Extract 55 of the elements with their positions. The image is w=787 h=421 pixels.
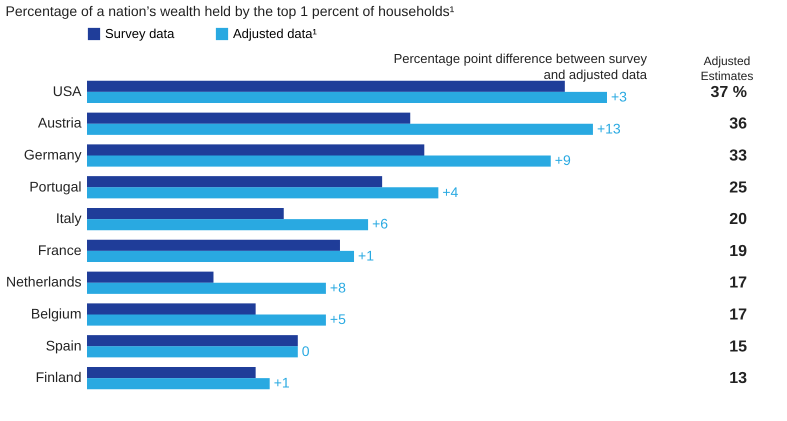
bar [87, 156, 551, 167]
y-tick-label: Portugal [29, 178, 82, 194]
annotation: +13 [596, 120, 621, 136]
annotation: Percentage point difference between survey and adjusted data [394, 51, 648, 82]
text: Adjusted Estimates [700, 54, 754, 83]
annotation: +1 [358, 247, 374, 264]
y-tick-label: Germany [24, 146, 82, 162]
bar [87, 144, 424, 156]
legend-label: Adjusted data¹ [233, 26, 318, 41]
annotation: +1 [274, 374, 290, 391]
bar [87, 303, 256, 314]
data-label: 20 [729, 211, 748, 228]
annotation: +3 [611, 88, 628, 104]
y-tick-label: Netherlands [6, 274, 82, 290]
bar [87, 187, 438, 198]
y-tick-label: Austria [38, 114, 82, 131]
y-tick-label: USA [52, 82, 82, 99]
annotation: +5 [330, 311, 346, 328]
y-tick-label: France [38, 242, 82, 258]
data-label: 36 [729, 116, 748, 133]
bar [87, 208, 284, 220]
annotation: +6 [372, 216, 388, 232]
bar [87, 314, 326, 326]
annotation: +8 [330, 279, 346, 296]
bar [87, 80, 565, 92]
y-tick-label: Italy [56, 210, 82, 226]
data-label: 17 [729, 274, 748, 292]
annotation: +9 [554, 152, 571, 168]
bar [87, 366, 256, 378]
bar [87, 112, 410, 124]
bar [87, 272, 214, 283]
bar [87, 219, 368, 230]
legend-label: Survey data [105, 26, 176, 41]
y-tick-label: Spain [46, 337, 82, 354]
bar [87, 124, 593, 135]
bar [87, 346, 298, 358]
data-label: 19 [729, 242, 748, 260]
data-label: 33 [729, 148, 748, 164]
bar [87, 92, 607, 104]
bar [87, 176, 382, 188]
y-tick-label: Belgium [30, 306, 82, 322]
data-label: 13 [729, 370, 748, 388]
data-label: 25 [729, 179, 748, 196]
annotation: 0 [302, 342, 310, 359]
bar [87, 335, 298, 346]
bar [87, 240, 340, 251]
bar [87, 282, 326, 294]
chart-title: Percentage of a nation’s wealth held by the top 1 percent of households¹ [6, 3, 455, 19]
bar [87, 250, 354, 262]
data-label: 15 [729, 338, 748, 356]
annotation: +4 [442, 184, 459, 200]
data-label: 17 [729, 306, 748, 324]
data-label: 37 % [710, 84, 747, 101]
bar [87, 378, 270, 390]
y-tick-label: Finland [36, 369, 82, 386]
